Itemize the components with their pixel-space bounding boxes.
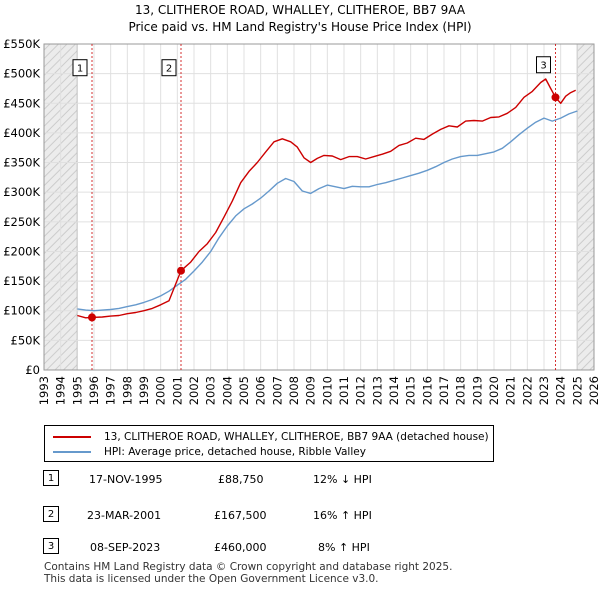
x-tick-label: 2009 (304, 376, 318, 405)
x-tick-label: 2019 (470, 376, 484, 405)
sale-price: £88,750 (218, 473, 264, 486)
sale-marker-label-box (161, 59, 177, 77)
y-tick-label: £350K (3, 156, 40, 170)
sale-marker-label: 1 (77, 64, 83, 75)
y-tick-label: £250K (3, 215, 40, 229)
footer-attribution: Contains HM Land Registry data © Crown c… (44, 561, 452, 585)
legend-property-label: 13, CLITHEROE ROAD, WHALLEY, CLITHEROE, … (104, 431, 489, 443)
plot-area (44, 44, 594, 370)
x-tick-label: 1997 (104, 376, 118, 405)
y-tick-label: £300K (3, 185, 40, 199)
x-tick-label: 2016 (420, 376, 434, 405)
x-tick-label: 2015 (404, 376, 418, 405)
x-tick-label: 1993 (37, 376, 51, 405)
sale-number-badge: 1 (43, 470, 59, 486)
x-tick-label: 2005 (237, 376, 251, 405)
y-tick-label: £450K (3, 96, 40, 110)
sale-row: 2 23-MAR-2001 £167,500 16% ↑ HPI (0, 506, 600, 526)
sale-row: 1 17-NOV-1995 £88,750 12% ↓ HPI (0, 470, 600, 490)
chart-subtitle: Price paid vs. HM Land Registry's House … (128, 20, 471, 34)
chart-title: 13, CLITHEROE ROAD, WHALLEY, CLITHEROE, … (135, 3, 466, 17)
sale-marker-label-box (536, 56, 551, 74)
sale-number-badge: 2 (43, 506, 59, 522)
sale-price: £167,500 (214, 509, 267, 522)
x-tick-label: 2004 (220, 376, 234, 405)
x-tick-label: 2020 (487, 376, 501, 405)
x-tick-label: 1999 (137, 376, 151, 405)
x-tick-label: 2017 (437, 376, 451, 405)
sale-point (88, 313, 96, 322)
sale-point (177, 266, 185, 275)
sale-date: 23-MAR-2001 (87, 509, 162, 522)
hatched-region (577, 44, 594, 370)
legend-item-hpi: HPI: Average price, detached house, Ribb… (53, 445, 366, 459)
sale-price: £460,000 (214, 541, 267, 554)
y-tick-label: £200K (3, 244, 40, 258)
x-tick-label: 2003 (204, 376, 218, 405)
x-tick-label: 2000 (154, 376, 168, 405)
y-tick-label: £150K (3, 274, 40, 288)
hpi-series-line (77, 110, 578, 312)
y-tick-label: £0 (25, 363, 40, 377)
y-tick-label: £50K (11, 333, 41, 347)
x-tick-label: 2006 (254, 376, 268, 405)
legend-hpi-label: HPI: Average price, detached house, Ribb… (104, 446, 366, 458)
sale-marker-label: 2 (166, 64, 172, 75)
x-tick-label: 2001 (170, 376, 184, 405)
sale-marker-label: 3 (540, 61, 546, 72)
x-tick-label: 1995 (70, 376, 84, 405)
sale-point (551, 93, 560, 102)
y-tick-label: £500K (3, 67, 40, 81)
legend-item-property: 13, CLITHEROE ROAD, WHALLEY, CLITHEROE, … (53, 430, 489, 444)
x-tick-label: 2007 (270, 376, 284, 405)
x-tick-label: 2012 (354, 376, 368, 405)
sale-number-badge: 3 (43, 538, 59, 554)
sale-row: 3 08-SEP-2023 £460,000 8% ↑ HPI (0, 538, 600, 558)
y-tick-label: £400K (3, 126, 40, 140)
x-tick-label: 2008 (287, 376, 301, 405)
x-tick-label: 2024 (554, 376, 568, 405)
legend-property-swatch (53, 436, 91, 438)
x-tick-label: 2021 (504, 376, 518, 405)
plot-border (43, 43, 595, 371)
legend-hpi-swatch (53, 451, 91, 453)
footer-licence: This data is licensed under the Open Gov… (44, 573, 379, 585)
x-tick-label: 2026 (587, 376, 600, 405)
sale-date: 08-SEP-2023 (90, 541, 161, 554)
y-tick-label: £100K (3, 304, 40, 318)
x-tick-label: 1998 (120, 376, 134, 405)
sale-marker-label-box (72, 59, 88, 77)
x-tick-label: 1994 (54, 376, 68, 405)
x-tick-label: 2023 (537, 376, 551, 405)
sale-hpi-change: 8% ↑ HPI (318, 541, 370, 554)
price-chart: 13, CLITHEROE ROAD, WHALLEY, CLITHEROE, … (3, 3, 600, 405)
x-tick-label: 2002 (187, 376, 201, 405)
x-tick-label: 2025 (570, 376, 584, 405)
sale-hpi-change: 16% ↑ HPI (313, 509, 372, 522)
x-tick-label: 2014 (387, 376, 401, 405)
sale-date: 17-NOV-1995 (89, 473, 163, 486)
x-tick-label: 1996 (87, 376, 101, 405)
property-price-series-line (77, 78, 577, 319)
x-tick-label: 2018 (454, 376, 468, 405)
y-tick-label: £550K (3, 37, 40, 51)
sale-hpi-change: 12% ↓ HPI (313, 473, 372, 486)
x-tick-label: 2010 (320, 376, 334, 405)
x-tick-label: 2011 (337, 376, 351, 405)
x-tick-label: 2013 (370, 376, 384, 405)
chart-legend: 13, CLITHEROE ROAD, WHALLEY, CLITHEROE, … (44, 425, 494, 462)
x-tick-label: 2022 (520, 376, 534, 405)
footer-copyright: Contains HM Land Registry data © Crown c… (44, 561, 453, 573)
